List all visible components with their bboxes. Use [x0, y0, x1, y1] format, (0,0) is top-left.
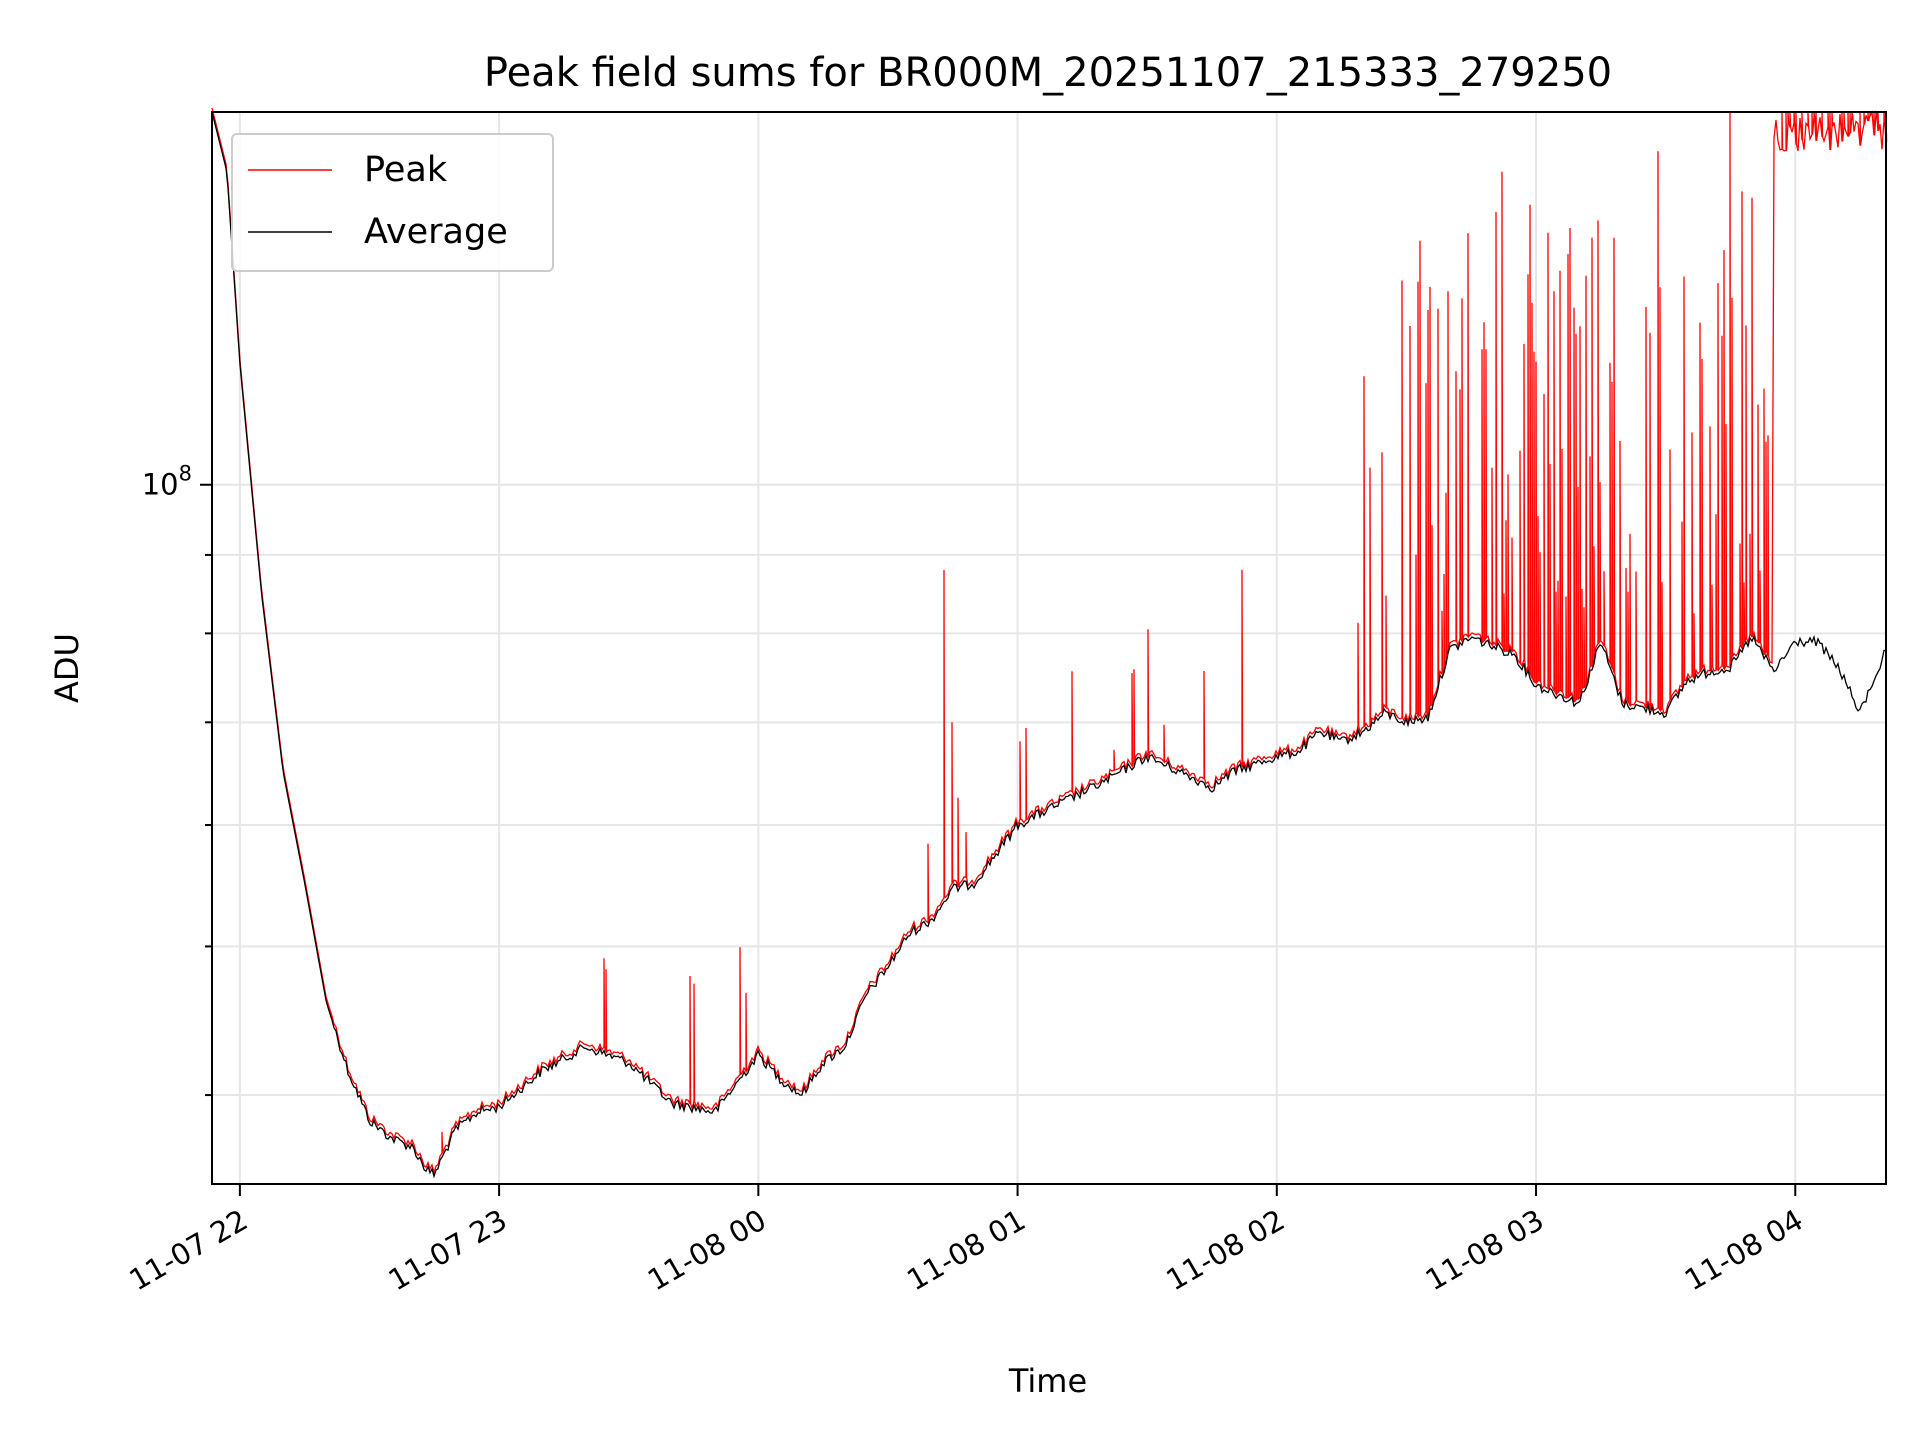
legend: Peak Average — [231, 133, 554, 272]
series-layer — [211, 107, 1888, 1179]
x-tick-label: 11-07 22 — [123, 1203, 253, 1298]
x-tick-label: 11-08 01 — [901, 1203, 1031, 1298]
average-series-line — [211, 111, 1887, 1179]
legend-peak-label: Peak — [364, 150, 448, 190]
x-tick-label: 11-07 23 — [383, 1203, 513, 1298]
x-tick-label: 11-08 04 — [1679, 1203, 1809, 1298]
x-axis-label: Time — [1008, 1362, 1087, 1400]
x-tick-label: 11-08 03 — [1420, 1203, 1550, 1298]
y-axis-label: ADU — [48, 633, 86, 703]
x-tick-label: 11-08 00 — [642, 1203, 772, 1298]
chart-title: Peak field sums for BR000M_20251107_2153… — [484, 50, 1612, 96]
y-tick-label: 108 — [142, 462, 192, 502]
plot-frame — [211, 111, 1887, 1185]
x-tick-label: 11-08 02 — [1160, 1203, 1290, 1298]
legend-box — [231, 133, 554, 272]
axis-ticks: 108 11-07 22 11-07 23 11-08 00 11-08 01 11-08… — [123, 462, 1808, 1298]
legend-average-label: Average — [364, 212, 508, 252]
grid-lines — [212, 112, 1886, 1184]
peak-series-line — [211, 107, 1888, 1175]
